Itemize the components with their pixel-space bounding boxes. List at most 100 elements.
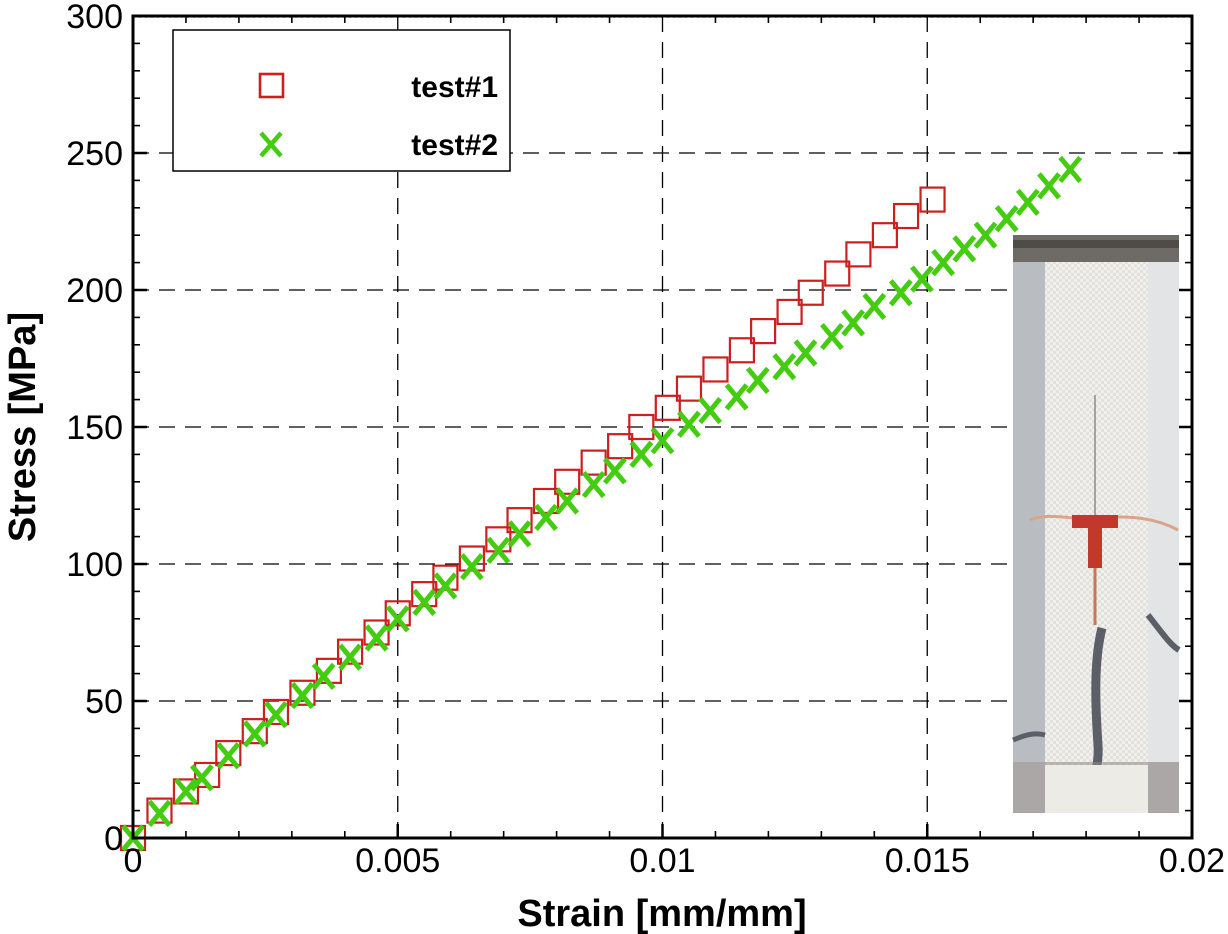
data-point-test1	[845, 241, 872, 268]
data-point-test2	[311, 662, 336, 690]
data-point-test2	[973, 221, 998, 249]
data-point-test2	[412, 588, 437, 616]
x-stroke-b	[1015, 188, 1040, 216]
series-2	[121, 155, 1083, 852]
data-point-test2	[147, 799, 172, 827]
data-point-test1	[262, 698, 290, 726]
data-point-test1	[892, 202, 920, 230]
x-stroke-b	[793, 339, 818, 367]
x-stroke-b	[772, 353, 797, 381]
data-point-test1	[241, 718, 268, 745]
data-point-test2	[216, 742, 241, 770]
data-point-test2	[602, 457, 627, 485]
x-stroke-b	[820, 322, 844, 351]
data-point-test2	[677, 410, 701, 438]
x-stroke-b	[459, 553, 484, 581]
data-point-test1	[654, 394, 681, 421]
y-tick-label: 200	[66, 272, 123, 310]
x-stroke-b	[264, 701, 288, 729]
y-tick-label: 150	[66, 409, 123, 447]
data-point-test2	[433, 572, 458, 600]
data-point-test2	[364, 624, 389, 652]
x-stroke-b	[242, 720, 267, 748]
x-stroke-b	[555, 487, 580, 515]
x-stroke-b	[1037, 172, 1061, 200]
x-stroke-b	[931, 248, 956, 277]
data-point-test2	[581, 470, 606, 499]
x-stroke-b	[602, 457, 627, 485]
legend-box	[172, 29, 511, 172]
x-stroke-b	[364, 624, 389, 652]
y-tick-label: 50	[85, 683, 123, 721]
data-point-test1	[702, 356, 729, 383]
y-tick-label: 250	[66, 135, 123, 173]
x-stroke-b	[412, 588, 437, 616]
x-stroke-b	[677, 410, 701, 438]
x-stroke-b	[973, 221, 998, 249]
data-point-test2	[698, 396, 723, 425]
x-tick-label: 0.005	[355, 842, 440, 880]
x-stroke-b	[147, 799, 172, 827]
data-point-test1	[215, 739, 242, 767]
data-point-test2	[629, 440, 654, 469]
data-point-test2	[772, 353, 797, 381]
data-point-test2	[650, 427, 675, 455]
x-stroke-b	[486, 536, 511, 564]
legend-label-test2: test#2	[411, 129, 498, 162]
data-point-test2	[910, 265, 934, 293]
x-stroke-b	[507, 520, 532, 548]
tick-labels: 0 0.005 0.01 0.015 0.02 0 50 100 150 200 250 300	[66, 0, 1225, 880]
data-point-test2	[189, 764, 214, 792]
data-point-test1	[628, 413, 655, 441]
x-stroke-b	[189, 764, 214, 792]
x-stroke-b	[338, 643, 363, 671]
legend-marker-test1	[258, 72, 285, 99]
data-point-test2	[264, 701, 288, 729]
data-point-test2	[534, 503, 558, 532]
data-point-test1	[336, 638, 364, 665]
x-stroke-b	[311, 662, 336, 690]
data-point-test2	[862, 292, 887, 321]
data-point-test2	[507, 520, 532, 548]
x-tick-label: 0.015	[885, 842, 970, 880]
x-stroke-b	[216, 742, 241, 770]
y-tick-label: 300	[66, 0, 123, 36]
x-stroke-b	[994, 205, 1019, 233]
x-stroke-b	[629, 440, 654, 469]
x-tick-label: 0.02	[1159, 842, 1225, 880]
x-stroke-b	[745, 366, 770, 395]
series-1	[119, 186, 946, 852]
x-stroke-b	[952, 235, 977, 263]
data-point-test1	[532, 487, 560, 515]
x-stroke-b	[910, 265, 934, 293]
x-axis-title: Strain [mm/mm]	[517, 893, 806, 934]
x-stroke-b	[841, 309, 866, 337]
specimen-photo	[1012, 235, 1181, 813]
data-point-test2	[793, 339, 818, 367]
data-point-test1	[554, 468, 581, 495]
data-point-test2	[486, 536, 511, 564]
data-point-test2	[952, 235, 977, 263]
data-point-test1	[172, 778, 200, 805]
x-stroke-b	[174, 777, 198, 806]
x-stroke-b	[862, 292, 887, 321]
data-point-test2	[1058, 155, 1083, 184]
data-point-test2	[338, 643, 363, 671]
data-point-test1	[824, 260, 851, 287]
data-point-test2	[555, 487, 580, 515]
legend: test#1 test#2	[172, 29, 511, 172]
x-stroke-b	[888, 279, 913, 307]
legend-marker-test2	[259, 131, 283, 158]
data-point-test1	[146, 797, 173, 824]
data-point-test2	[290, 681, 315, 710]
data-point-test2	[385, 605, 410, 633]
y-tick-label: 100	[66, 546, 123, 584]
data-point-test2	[994, 205, 1019, 233]
data-point-test1	[919, 186, 946, 213]
x-tick-label: 0	[124, 842, 143, 880]
y-tick-label: 0	[104, 820, 123, 858]
data-point-test2	[1037, 172, 1061, 200]
data-point-test2	[242, 720, 267, 748]
data-point-test2	[820, 322, 844, 351]
